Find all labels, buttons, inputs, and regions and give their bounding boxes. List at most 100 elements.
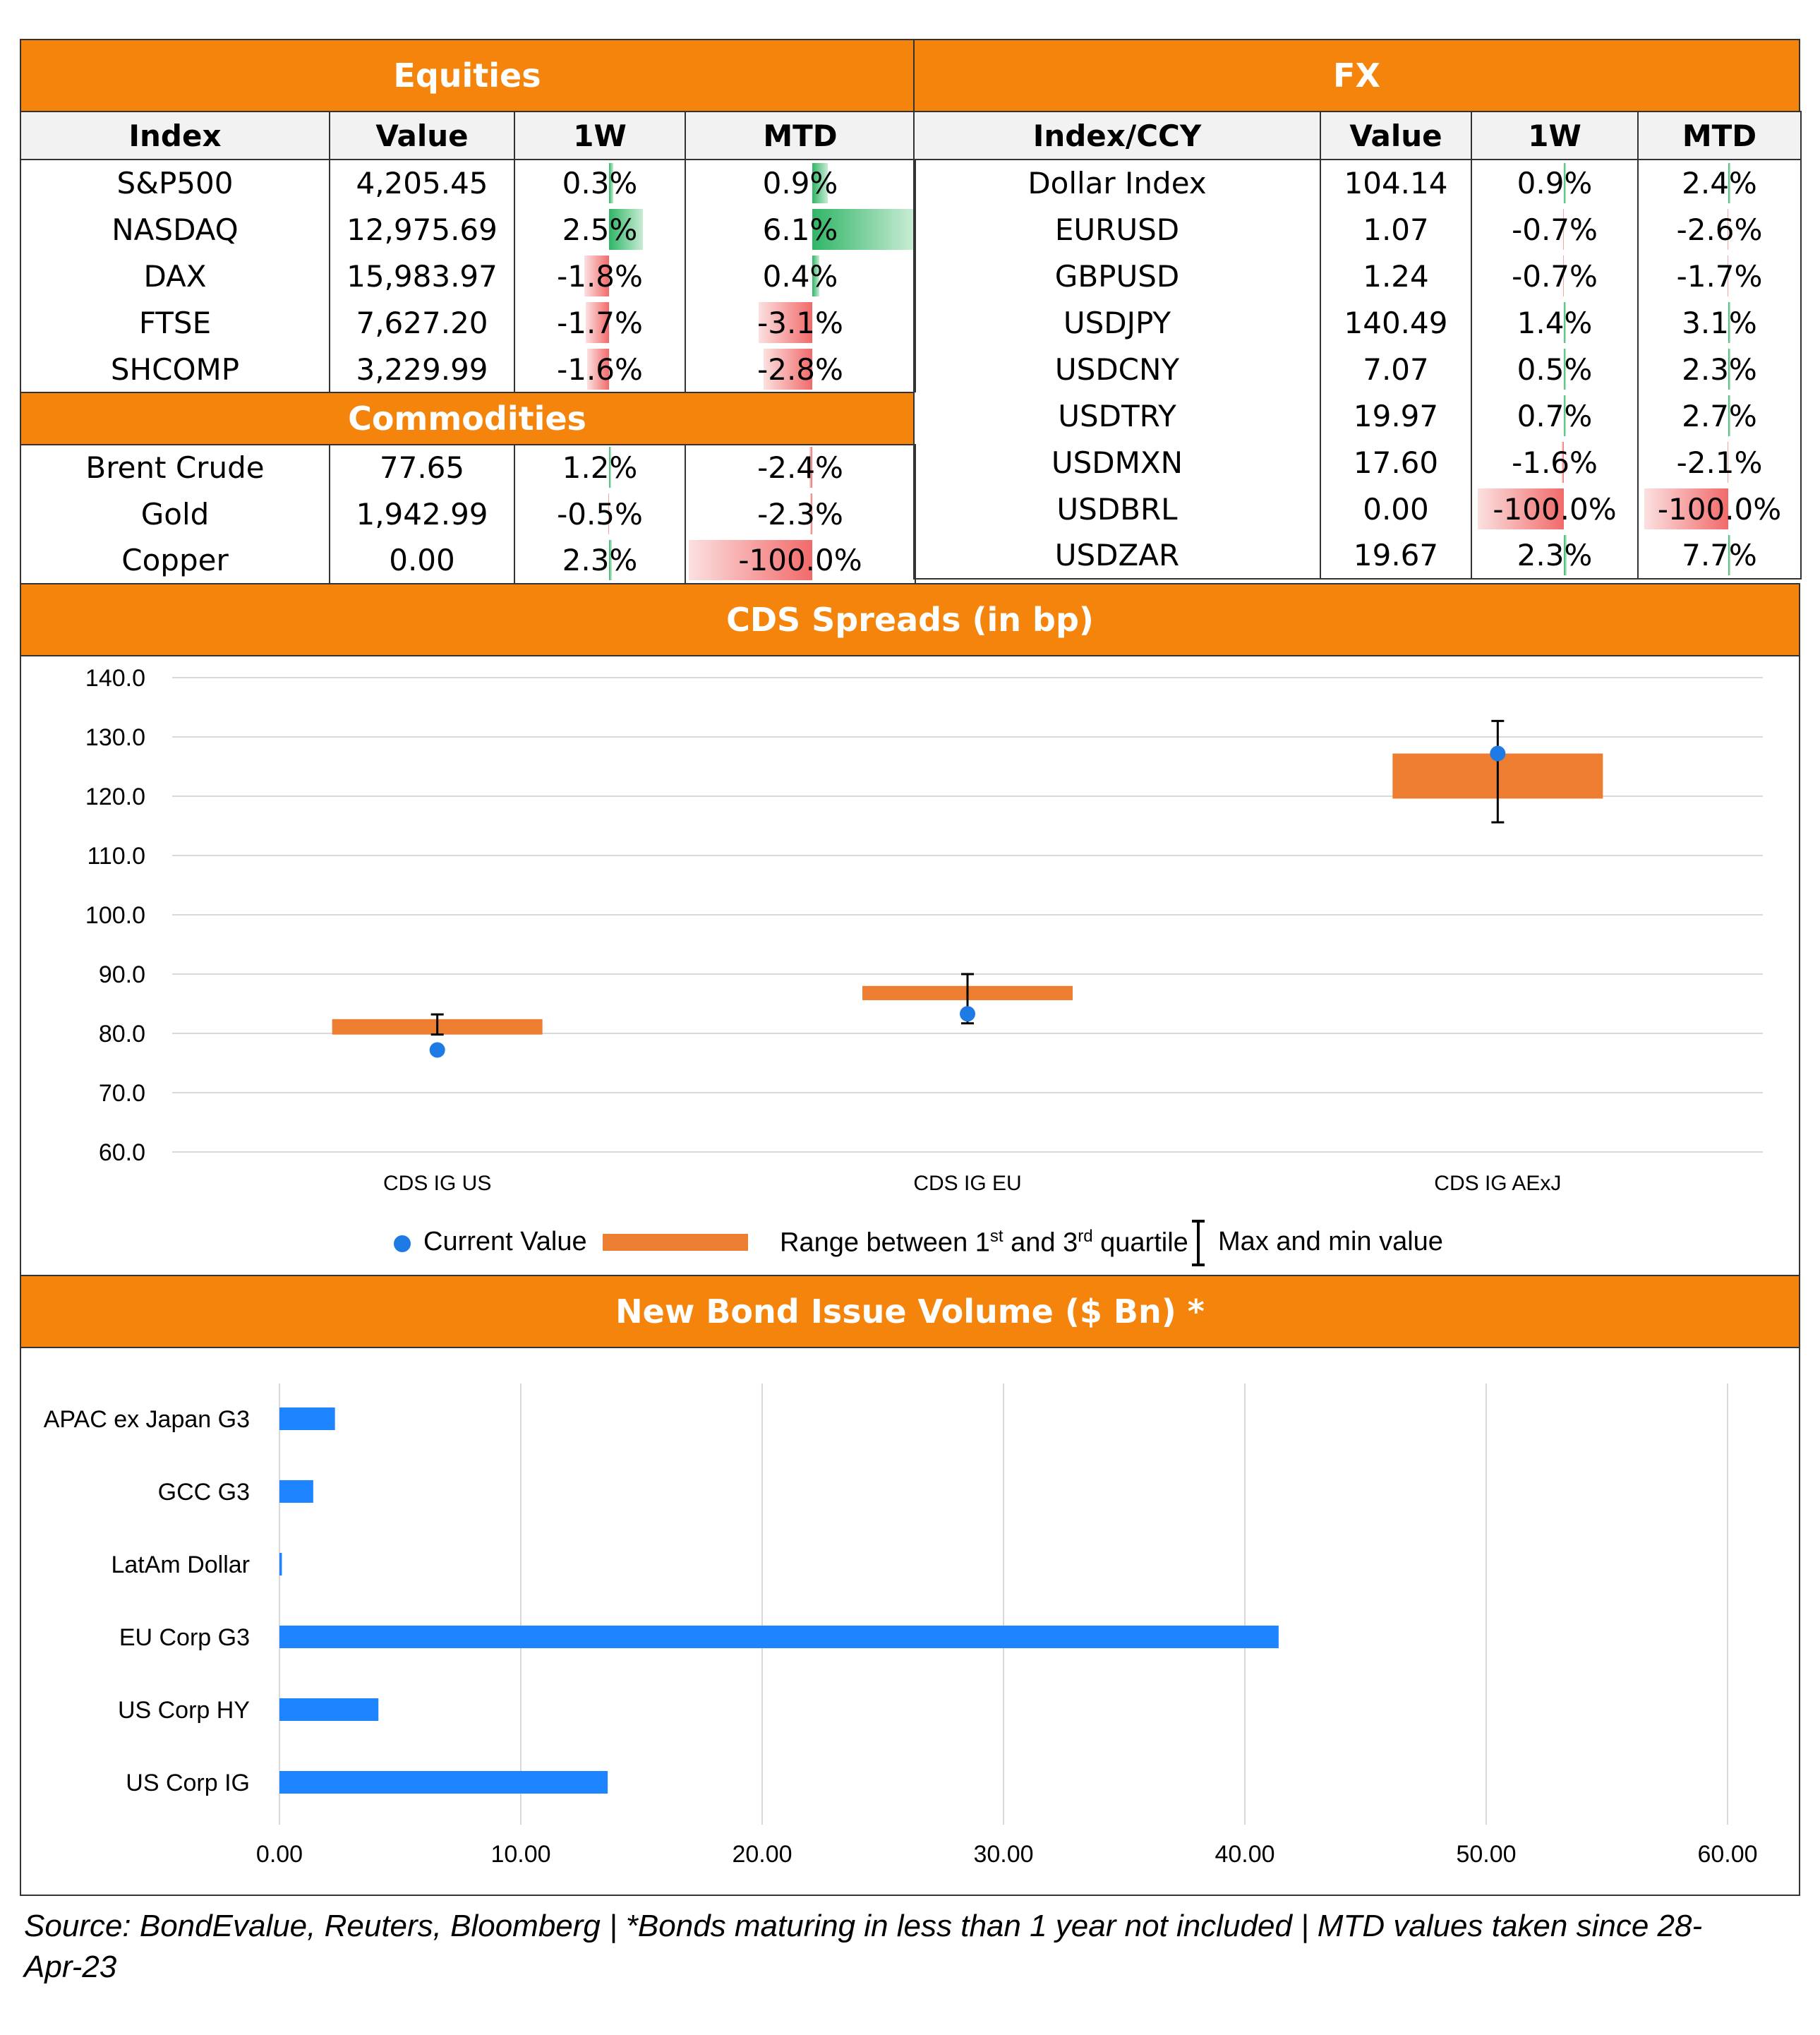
equities-mtd-text: 6.1% xyxy=(762,212,838,247)
bond-volume-bar xyxy=(279,1407,335,1430)
equities-cell-mtd: 0.9% xyxy=(685,160,916,206)
fx-name-text: EURUSD xyxy=(1054,212,1180,247)
fx-name-text: USDMXN xyxy=(1051,445,1183,480)
negative-databar xyxy=(809,493,813,534)
fx-value-text: 1.07 xyxy=(1363,212,1429,247)
fx-w1-text: -100.0% xyxy=(1493,491,1617,527)
fx-mtd-text: 2.3% xyxy=(1682,352,1757,387)
fx-cell-w1: -0.7% xyxy=(1471,206,1639,253)
equities-w1-text: -1.8% xyxy=(557,258,643,294)
fx-name-text: USDJPY xyxy=(1063,305,1171,340)
commodities-cell-mtd: -100.0% xyxy=(685,537,916,584)
commodities-w1-text: 1.2% xyxy=(562,450,638,485)
fx-w1-text: -0.7% xyxy=(1512,258,1598,294)
equities-cell-mtd: 6.1% xyxy=(685,206,916,253)
negative-databar xyxy=(1562,209,1564,250)
equities-mtd-text: -2.8% xyxy=(757,352,843,387)
legend-range-marker xyxy=(603,1234,748,1251)
fx-cell-name: EURUSD xyxy=(913,206,1321,253)
equities-header-mtd: MTD xyxy=(685,111,916,160)
fx-title: FX xyxy=(1333,56,1380,95)
fx-cell-value: 140.49 xyxy=(1320,299,1472,346)
fx-cell-w1: 0.5% xyxy=(1471,346,1639,392)
legend-maxmin-label: Max and min value xyxy=(1218,1227,1443,1256)
y-category-label: GCC G3 xyxy=(158,1479,250,1506)
negative-databar xyxy=(587,349,610,390)
commodities-name-text: Copper xyxy=(121,543,229,577)
fx-cell-w1: 2.3% xyxy=(1471,532,1639,579)
equities-value-text: 12,975.69 xyxy=(346,212,498,247)
legend-range-label: Range between 1st and 3rd quartile xyxy=(780,1227,1188,1259)
fx-mtd-text: -2.6% xyxy=(1676,212,1763,247)
equities-cell-value: 3,229.99 xyxy=(329,346,515,392)
fx-mtd-text: 3.1% xyxy=(1682,305,1757,340)
fx-cell-name: USDBRL xyxy=(913,486,1321,532)
legend-range-mid: and 3 xyxy=(1003,1227,1078,1258)
bond-title-bar: New Bond Issue Volume ($ Bn) * xyxy=(20,1275,1800,1348)
equities-header-index: Index xyxy=(20,111,330,160)
bond-volume-bar xyxy=(279,1698,379,1721)
table-row: USDCNY 7.07 0.5% 2.3% xyxy=(913,346,1802,392)
y-tick-label: 70.0 xyxy=(99,1080,145,1107)
table-row: USDTRY 19.97 0.7% 2.7% xyxy=(913,392,1802,439)
cds-title: CDS Spreads (in bp) xyxy=(726,601,1094,639)
fx-w1-text: -0.7% xyxy=(1512,212,1598,247)
fx-cell-value: 0.00 xyxy=(1320,486,1472,532)
fx-cell-name: USDTRY xyxy=(913,392,1321,439)
positive-databar xyxy=(1728,395,1731,436)
fx-w1-text: 0.9% xyxy=(1517,166,1593,200)
positive-databar xyxy=(1563,395,1566,436)
fx-cell-mtd: 3.1% xyxy=(1637,299,1802,346)
y-tick-label: 110.0 xyxy=(87,843,145,870)
x-tick-label: 30.00 xyxy=(973,1841,1033,1868)
negative-databar xyxy=(584,256,610,296)
fx-value-text: 1.24 xyxy=(1363,258,1429,294)
fx-value-text: 7.07 xyxy=(1363,352,1429,387)
equities-mtd-text: 0.4% xyxy=(762,258,838,294)
equities-w1-text: -1.6% xyxy=(557,352,643,387)
equities-cell-name: SHCOMP xyxy=(20,346,330,392)
equities-name-text: S&P500 xyxy=(116,166,234,200)
legend-range-post: quartile xyxy=(1092,1227,1188,1258)
equities-name-text: FTSE xyxy=(138,305,212,340)
x-category-label: CDS IG EU xyxy=(913,1172,1021,1195)
fx-cell-name: USDCNY xyxy=(913,346,1321,392)
cds-chart-panel: 60.0 70.0 80.0 90.0 100.0 110.0 120.0 130.0 140.… xyxy=(20,655,1800,1276)
commodities-mtd-text: -2.4% xyxy=(757,450,843,485)
fx-cell-w1: -0.7% xyxy=(1471,253,1639,299)
table-row: GBPUSD 1.24 -0.7% -1.7% xyxy=(913,253,1802,299)
y-category-label: US Corp HY xyxy=(118,1697,250,1724)
commodities-value-text: 77.65 xyxy=(379,450,465,485)
legend-range-sup1: st xyxy=(989,1227,1004,1246)
fx-w1-text: 1.4% xyxy=(1517,305,1593,340)
y-tick-label: 100.0 xyxy=(85,902,145,929)
equities-cell-w1: 0.3% xyxy=(514,160,686,206)
fx-name-text: Dollar Index xyxy=(1027,166,1207,200)
table-row: USDMXN 17.60 -1.6% -2.1% xyxy=(913,439,1802,486)
fx-header-1w: 1W xyxy=(1471,111,1639,160)
table-row: Dollar Index 104.14 0.9% 2.4% xyxy=(913,160,1802,206)
x-tick-label: 10.00 xyxy=(490,1841,550,1868)
fx-value-text: 19.97 xyxy=(1353,398,1439,433)
negative-databar xyxy=(809,447,813,488)
commodities-cell-name: Copper xyxy=(20,537,330,584)
cds-chart: 60.0 70.0 80.0 90.0 100.0 110.0 120.0 130.0 140.… xyxy=(85,665,1763,1195)
y-tick-label: 60.0 xyxy=(99,1139,145,1166)
current-value-point xyxy=(960,1006,975,1022)
x-category-label: CDS IG AExJ xyxy=(1434,1172,1561,1195)
fx-cell-value: 1.07 xyxy=(1320,206,1472,253)
negative-databar xyxy=(1562,442,1564,483)
fx-w1-text: 0.7% xyxy=(1517,398,1593,433)
fx-w1-text: 0.5% xyxy=(1517,352,1593,387)
equities-cell-name: S&P500 xyxy=(20,160,330,206)
bond-chart-panel: 0.00 10.00 20.00 30.00 40.00 50.00 60.00 APAC e… xyxy=(20,1347,1800,1896)
bond-volume-bar xyxy=(279,1553,282,1575)
commodities-cell-name: Brent Crude xyxy=(20,444,330,491)
legend-current-marker xyxy=(394,1235,411,1252)
commodities-cell-value: 77.65 xyxy=(329,444,515,491)
legend-range-sup2: rd xyxy=(1078,1227,1093,1246)
equities-cell-w1: -1.6% xyxy=(514,346,686,392)
bond-chart: 0.00 10.00 20.00 30.00 40.00 50.00 60.00 APAC e… xyxy=(44,1383,1758,1868)
legend-maxmin-icon xyxy=(1192,1220,1205,1266)
table-row: Gold 1,942.99 -0.5% -2.3% xyxy=(20,491,916,537)
